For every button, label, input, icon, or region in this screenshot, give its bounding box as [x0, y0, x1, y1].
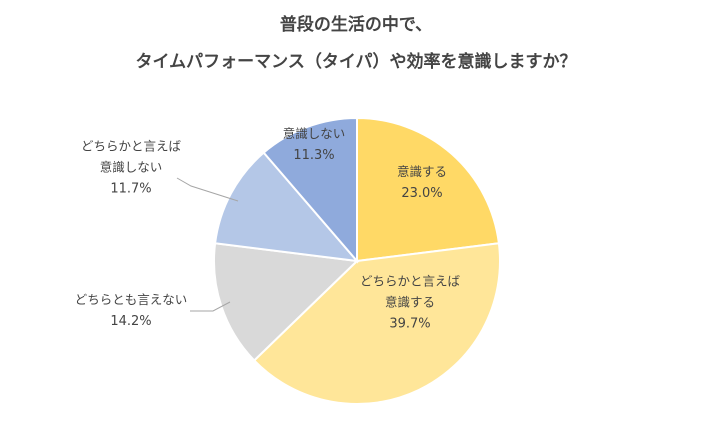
leader-lines	[176, 177, 239, 312]
pie-slice-4	[213, 151, 360, 263]
slice-label-2-line-1: どちらかと言えば	[360, 274, 461, 289]
slice-label-2-line-2: 意識する	[385, 295, 435, 310]
slice-value-3: 14.2%	[110, 314, 151, 329]
pie-slices	[213, 116, 501, 405]
slice-label-4-line-2: 意識しない	[100, 160, 163, 175]
leader-line-3	[190, 301, 231, 312]
pie-slice-1	[356, 116, 501, 263]
pie-slice-5	[262, 116, 358, 264]
slice-value-5: 11.3%	[293, 148, 334, 163]
slice-label-5-line-1: 意識しない	[283, 126, 346, 141]
slice-label-4-line-1: どちらかと言えば	[81, 139, 182, 154]
chart-title-line-1: 普段の生活の中で、	[279, 15, 433, 35]
slice-labels: 意識する23.0%どちらかと言えば意識する39.7%どちらとも言えない14.2%…	[75, 126, 461, 332]
chart-title-line-2: タイムパフォーマンス（タイパ）や効率を意識しますか？	[135, 52, 577, 72]
slice-label-3-line-1: どちらとも言えない	[75, 292, 188, 307]
slice-value-2: 39.7%	[389, 317, 430, 332]
slice-value-4: 11.7%	[110, 182, 151, 197]
slice-label-1-line-1: 意識する	[397, 164, 447, 179]
pie-slice-2	[252, 242, 501, 405]
slice-value-1: 23.0%	[401, 186, 442, 201]
leader-line-4	[176, 177, 239, 202]
